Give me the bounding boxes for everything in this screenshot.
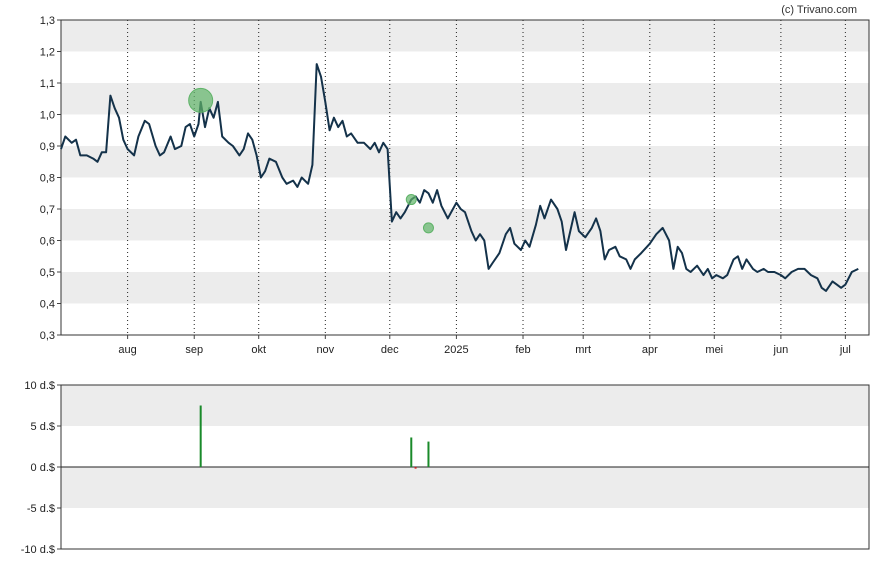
month-tick-label: apr <box>642 344 658 356</box>
dividend-bar <box>410 437 413 467</box>
month-tick-label: aug <box>118 344 136 356</box>
price-y-tick-label: 1,3 <box>40 15 55 27</box>
price-plot-frame <box>60 19 870 336</box>
month-tick-label: mrt <box>575 344 591 356</box>
chart-credit: (c) Trivano.com <box>781 4 857 16</box>
dividend-bar <box>414 467 417 469</box>
dividend-y-tick-label: 10 d.$ <box>24 380 55 392</box>
month-tick-label: dec <box>381 344 399 356</box>
month-tick-label: sep <box>185 344 203 356</box>
month-tick-label: feb <box>515 344 530 356</box>
month-tick-label: mei <box>705 344 723 356</box>
price-y-tick-label: 0,3 <box>40 330 55 342</box>
dividend-marker <box>188 87 214 113</box>
price-y-tick-label: 1,1 <box>40 78 55 90</box>
price-y-tick-label: 1,0 <box>40 110 55 122</box>
price-y-tick-label: 0,5 <box>40 267 55 279</box>
dividend-y-tick-label: -10 d.$ <box>21 544 55 556</box>
price-y-tick-label: 0,6 <box>40 236 55 248</box>
dividend-marker <box>405 194 417 206</box>
dividend-panel: 10 d.$ 5 d.$ 0 d.$ -5 d.$ -10 d.$ <box>21 380 870 556</box>
price-y-tick-label: 0,7 <box>40 204 55 216</box>
dividend-y-tick-label: 0 d.$ <box>31 462 55 474</box>
dividend-y-tick-label: 5 d.$ <box>31 421 55 433</box>
dividend-y-tick-label: -5 d.$ <box>27 503 55 515</box>
dividend-grid-band <box>61 467 869 508</box>
price-grid-band <box>61 272 869 304</box>
month-tick-label: jun <box>773 344 789 356</box>
dividend-marker <box>422 222 434 234</box>
price-grid-band <box>61 146 869 178</box>
dividend-grid-band <box>61 385 869 426</box>
month-tick-label: okt <box>251 344 266 356</box>
price-y-tick-label: 0,4 <box>40 299 55 311</box>
price-y-tick-label: 0,8 <box>40 173 55 185</box>
price-y-tick-label: 0,9 <box>40 141 55 153</box>
month-tick-label: nov <box>316 344 334 356</box>
dividend-bar <box>199 405 202 467</box>
month-tick-label: jul <box>839 344 851 356</box>
price-grid-band <box>61 20 869 52</box>
price-y-tick-label: 1,2 <box>40 47 55 59</box>
price-line <box>60 63 859 292</box>
price-grid-band <box>61 83 869 115</box>
month-tick-label: 2025 <box>444 344 468 356</box>
dividend-bar <box>427 441 430 467</box>
price-panel: aug sep okt nov dec 2025 feb mrt apr mei jun jul 0,3… <box>40 15 870 356</box>
